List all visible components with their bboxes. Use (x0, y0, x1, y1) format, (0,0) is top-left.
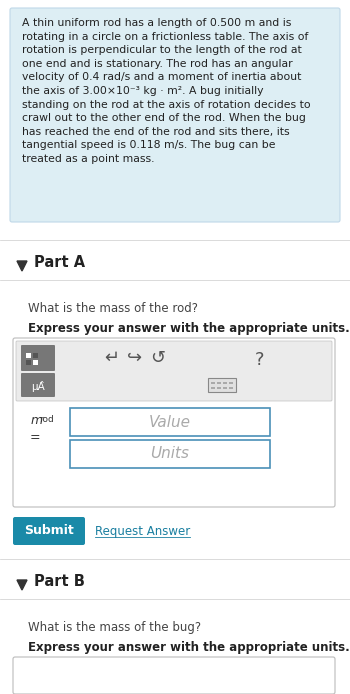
Text: A thin uniform rod has a length of 0.500 m and is
rotating in a circle on a fric: A thin uniform rod has a length of 0.500… (22, 18, 311, 164)
Text: Units: Units (150, 446, 189, 462)
Polygon shape (17, 261, 27, 271)
FancyBboxPatch shape (13, 657, 335, 694)
Bar (211, 387, 215, 389)
Text: Express your answer with the appropriate units.: Express your answer with the appropriate… (28, 322, 350, 335)
Text: ↺: ↺ (150, 349, 166, 367)
Bar (33, 353, 38, 358)
Bar (223, 387, 227, 389)
Bar (70, 440, 270, 468)
Text: What is the mass of the bug?: What is the mass of the bug? (28, 621, 201, 634)
Text: ↪: ↪ (127, 349, 142, 367)
Text: Part B: Part B (34, 573, 85, 589)
Bar (33, 360, 38, 365)
Text: μÂ: μÂ (31, 380, 45, 391)
Bar (26, 353, 31, 358)
Bar (211, 382, 215, 384)
Text: Submit: Submit (24, 525, 74, 537)
Text: ?: ? (255, 351, 265, 369)
Bar (26, 360, 31, 365)
Bar (70, 408, 270, 436)
Text: Express your answer with the appropriate units.: Express your answer with the appropriate… (28, 641, 350, 654)
Polygon shape (17, 580, 27, 590)
Bar (229, 382, 233, 384)
Text: Request Answer: Request Answer (95, 525, 190, 537)
FancyBboxPatch shape (10, 8, 340, 222)
Text: Value: Value (149, 414, 191, 430)
Bar (229, 387, 233, 389)
Text: What is the mass of the rod?: What is the mass of the rod? (28, 302, 198, 315)
Bar (208, 378, 236, 392)
FancyBboxPatch shape (16, 341, 332, 401)
FancyBboxPatch shape (13, 338, 335, 507)
Text: Part A: Part A (34, 255, 85, 269)
Bar (223, 382, 227, 384)
Bar (217, 382, 221, 384)
Text: rod: rod (39, 415, 54, 424)
Text: =: = (30, 431, 41, 444)
FancyBboxPatch shape (21, 373, 55, 397)
Text: ↵: ↵ (104, 349, 120, 367)
FancyBboxPatch shape (13, 517, 85, 545)
Bar (217, 387, 221, 389)
Text: $m$: $m$ (30, 414, 43, 427)
FancyBboxPatch shape (21, 345, 55, 371)
